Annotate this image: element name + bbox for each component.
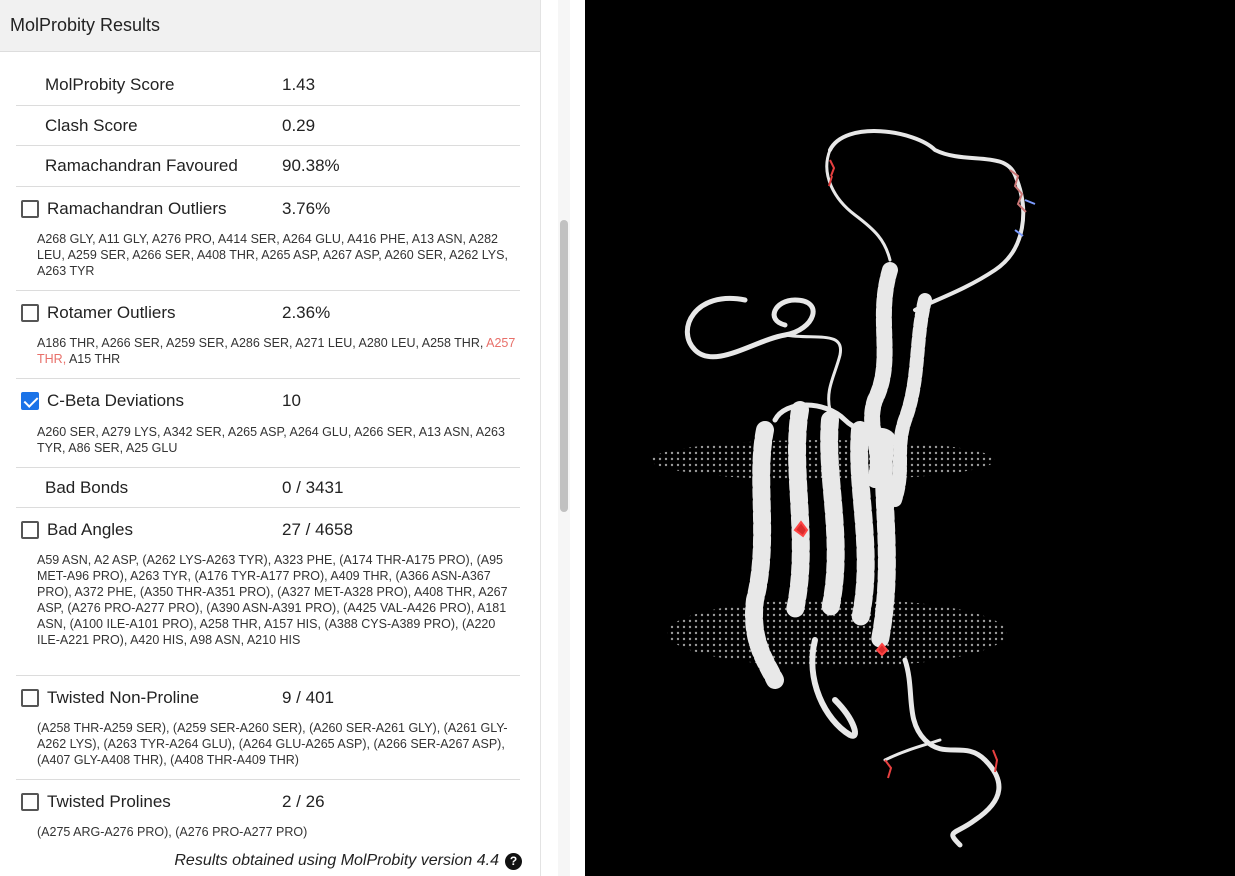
structure-viewer[interactable]: [585, 0, 1235, 876]
residue-text: A15 THR: [66, 352, 120, 366]
metric-value: 27 / 4658: [282, 520, 353, 540]
version-footer: Results obtained using MolProbity versio…: [0, 852, 525, 870]
metric-twisted-prolines: Twisted Prolines 2 / 26 (A275 ARG-A276 P…: [16, 780, 520, 846]
metric-value: 90.38%: [282, 156, 340, 176]
protein-structure-icon: [585, 0, 1235, 876]
metric-ramachandran-outliers: Ramachandran Outliers 3.76% A268 GLY, A1…: [16, 187, 520, 291]
metric-bad-bonds: Bad Bonds 0 / 3431: [16, 468, 520, 508]
metric-bad-angles: Bad Angles 27 / 4658 A59 ASN, A2 ASP, (A…: [16, 508, 520, 676]
bad-angles-checkbox[interactable]: [21, 521, 39, 539]
metric-value: 1.43: [282, 75, 315, 95]
metric-value: 9 / 401: [282, 688, 334, 708]
metric-label: Twisted Non-Proline: [47, 688, 199, 708]
metric-rotamer-outliers: Rotamer Outliers 2.36% A186 THR, A266 SE…: [16, 291, 520, 379]
residue-text: A186 THR, A266 SER, A259 SER, A286 SER, …: [37, 336, 486, 350]
metric-twisted-non-proline: Twisted Non-Proline 9 / 401 (A258 THR-A2…: [16, 676, 520, 780]
metric-label: Bad Bonds: [45, 478, 128, 498]
residue-list: (A275 ARG-A276 PRO), (A276 PRO-A277 PRO): [37, 824, 520, 840]
footer-text: Results obtained using MolProbity versio…: [174, 852, 499, 870]
rotamer-outliers-checkbox[interactable]: [21, 304, 39, 322]
metric-label: Ramachandran Favoured: [45, 156, 238, 176]
metric-label: MolProbity Score: [45, 75, 174, 95]
scrollbar[interactable]: [558, 0, 570, 876]
ramachandran-outliers-checkbox[interactable]: [21, 200, 39, 218]
cbeta-deviations-checkbox[interactable]: [21, 392, 39, 410]
help-icon[interactable]: ?: [505, 853, 522, 870]
residue-list: A268 GLY, A11 GLY, A276 PRO, A414 SER, A…: [37, 231, 520, 279]
panel-title: MolProbity Results: [0, 0, 540, 52]
metric-label: C-Beta Deviations: [47, 391, 184, 411]
residue-list: A59 ASN, A2 ASP, (A262 LYS-A263 TYR), A3…: [37, 552, 520, 648]
metric-value: 0.29: [282, 116, 315, 136]
twisted-non-proline-checkbox[interactable]: [21, 689, 39, 707]
metric-value: 2 / 26: [282, 792, 325, 812]
residue-list: A260 SER, A279 LYS, A342 SER, A265 ASP, …: [37, 424, 520, 456]
metric-label: Bad Angles: [47, 520, 133, 540]
metric-label: Clash Score: [45, 116, 138, 136]
metric-molprobity-score: MolProbity Score 1.43: [16, 65, 520, 106]
metric-label: Rotamer Outliers: [47, 303, 175, 323]
metric-value: 0 / 3431: [282, 478, 343, 498]
metric-clash-score: Clash Score 0.29: [16, 106, 520, 146]
residue-list: A186 THR, A266 SER, A259 SER, A286 SER, …: [37, 335, 520, 367]
metrics-list: MolProbity Score 1.43 Clash Score 0.29 R…: [0, 52, 540, 876]
metric-label: Ramachandran Outliers: [47, 199, 227, 219]
metric-value: 10: [282, 391, 301, 411]
metric-value: 3.76%: [282, 199, 330, 219]
metric-label: Twisted Prolines: [47, 792, 171, 812]
metric-cbeta-deviations: C-Beta Deviations 10 A260 SER, A279 LYS,…: [16, 379, 520, 468]
molprobity-panel: MolProbity Results MolProbity Score 1.43…: [0, 0, 541, 876]
residue-list: (A258 THR-A259 SER), (A259 SER-A260 SER)…: [37, 720, 520, 768]
metric-value: 2.36%: [282, 303, 330, 323]
metric-ramachandran-favoured: Ramachandran Favoured 90.38%: [16, 146, 520, 187]
twisted-prolines-checkbox[interactable]: [21, 793, 39, 811]
scrollbar-thumb[interactable]: [560, 220, 568, 512]
